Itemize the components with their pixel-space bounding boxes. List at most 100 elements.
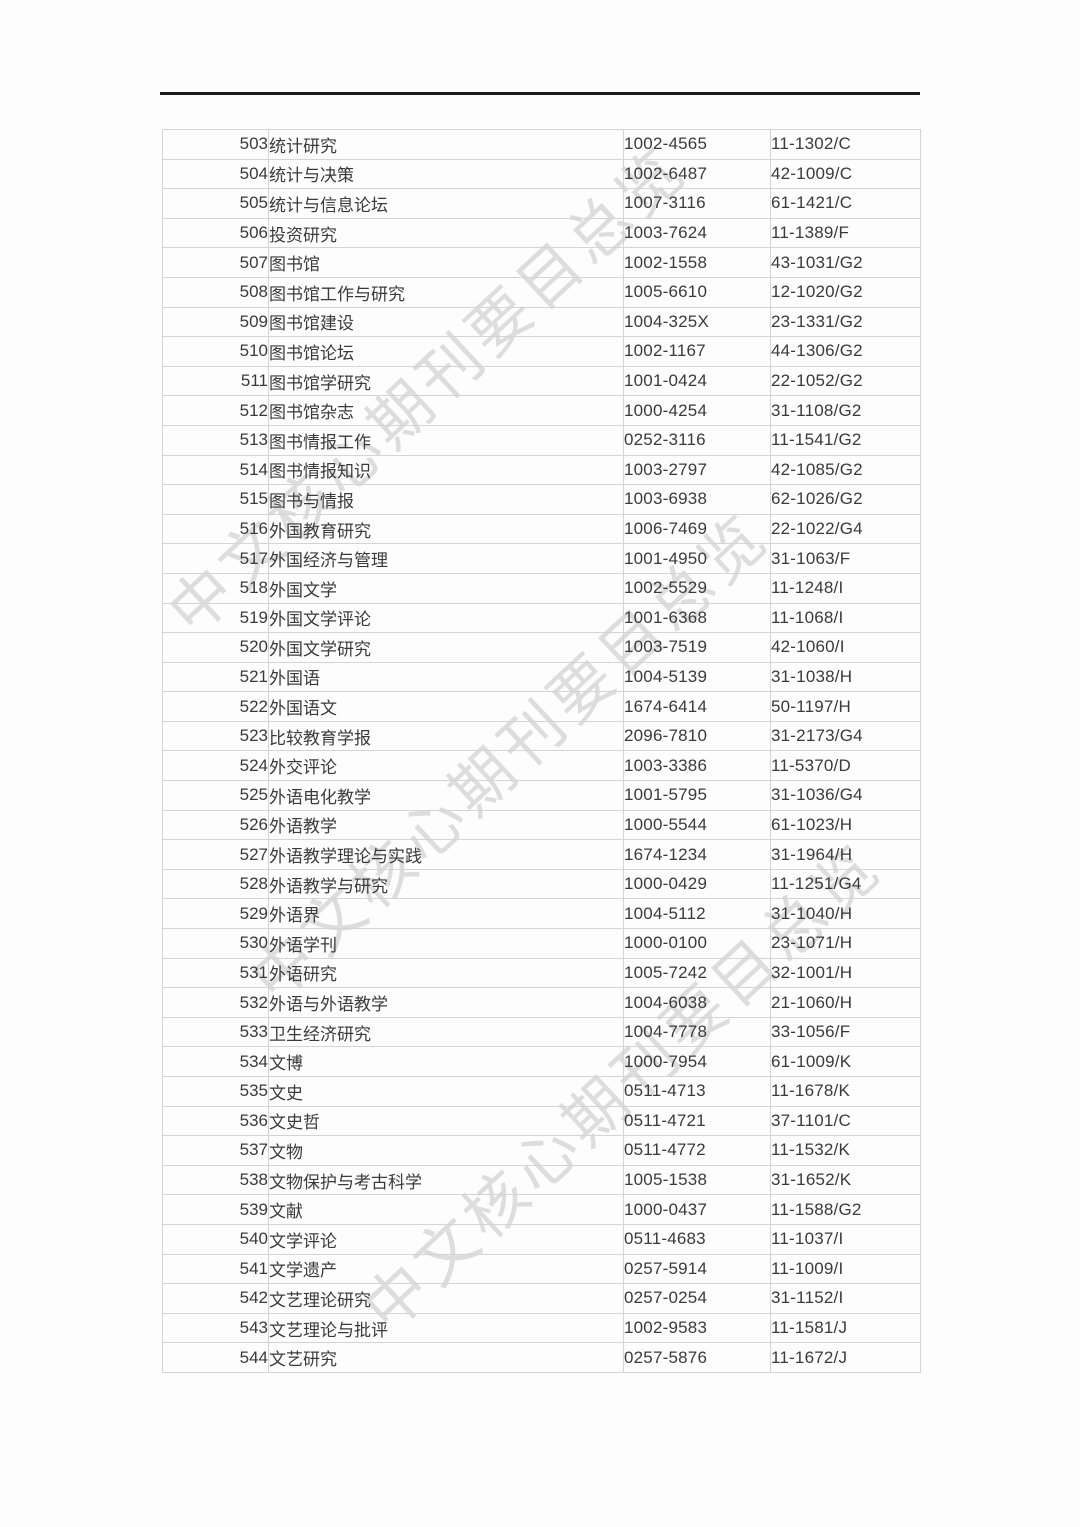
- journal-cn: 37-1101/C: [770, 1105, 921, 1137]
- journal-name: 外语学刊: [268, 928, 624, 959]
- journal-issn: 1001-5795: [623, 780, 771, 811]
- journal-index: 514: [162, 454, 269, 486]
- journal-cn: 31-1964/H: [770, 839, 921, 870]
- journal-index: 541: [162, 1253, 269, 1285]
- journal-cn: 31-1040/H: [770, 898, 921, 930]
- journal-issn: 2096-7810: [623, 720, 771, 752]
- journal-cn: 31-1152/I: [770, 1283, 921, 1314]
- journal-cn: 11-1251/G4: [770, 868, 921, 900]
- journal-issn: 1000-0429: [623, 868, 771, 900]
- journal-cn: 12-1020/G2: [770, 276, 921, 308]
- journal-index: 524: [162, 750, 269, 782]
- journal-index: 527: [162, 839, 269, 870]
- journal-name: 统计与信息论坛: [268, 188, 624, 219]
- journal-index: 538: [162, 1164, 269, 1196]
- journal-name: 文博: [268, 1046, 624, 1077]
- journal-issn: 1674-1234: [623, 839, 771, 870]
- journal-cn: 11-1009/I: [770, 1253, 921, 1285]
- journal-index: 507: [162, 247, 269, 278]
- journal-cn: 31-1038/H: [770, 661, 921, 693]
- journal-name: 外语电化教学: [268, 780, 624, 811]
- journal-issn: 0511-4713: [623, 1076, 771, 1107]
- table-row: 544 文艺研究 0257-5876 11-1672/J: [162, 1342, 921, 1373]
- journal-cn: 23-1331/G2: [770, 306, 921, 338]
- journal-issn: 1000-0100: [623, 928, 771, 959]
- table-row: 510 图书馆论坛 1002-1167 44-1306/G2: [162, 336, 921, 367]
- journal-index: 522: [162, 691, 269, 722]
- journal-index: 532: [162, 987, 269, 1018]
- table-row: 520 外国文学研究 1003-7519 42-1060/I: [162, 632, 921, 663]
- journal-name: 文物保护与考古科学: [268, 1164, 624, 1196]
- journal-cn: 42-1009/C: [770, 158, 921, 190]
- journal-index: 513: [162, 424, 269, 456]
- journal-index: 511: [162, 365, 269, 397]
- table-row: 532 外语与外语教学 1004-6038 21-1060/H: [162, 987, 921, 1018]
- table-row: 527 外语教学理论与实践 1674-1234 31-1964/H: [162, 839, 921, 870]
- journal-name: 外国语: [268, 661, 624, 693]
- journal-index: 535: [162, 1076, 269, 1107]
- journal-name: 图书馆杂志: [268, 395, 624, 426]
- journal-issn: 0511-4772: [623, 1135, 771, 1166]
- table-row: 513 图书情报工作 0252-3116 11-1541/G2: [162, 424, 921, 456]
- journal-name: 文学评论: [268, 1223, 624, 1255]
- journal-issn: 1002-1167: [623, 336, 771, 367]
- table-row: 534 文博 1000-7954 61-1009/K: [162, 1046, 921, 1077]
- journal-name: 外语教学理论与实践: [268, 839, 624, 870]
- journal-name: 文艺理论研究: [268, 1283, 624, 1314]
- journal-issn: 0252-3116: [623, 424, 771, 456]
- journal-name: 图书情报知识: [268, 454, 624, 486]
- journal-name: 文学遗产: [268, 1253, 624, 1285]
- table-row: 524 外交评论 1003-3386 11-5370/D: [162, 750, 921, 782]
- journal-name: 文史哲: [268, 1105, 624, 1137]
- table-row: 539 文献 1000-0437 11-1588/G2: [162, 1194, 921, 1225]
- table-row: 533 卫生经济研究 1004-7778 33-1056/F: [162, 1016, 921, 1048]
- journal-cn: 23-1071/H: [770, 928, 921, 959]
- table-row: 504 统计与决策 1002-6487 42-1009/C: [162, 158, 921, 190]
- journal-cn: 31-2173/G4: [770, 720, 921, 752]
- journal-cn: 31-1652/K: [770, 1164, 921, 1196]
- journal-name: 文史: [268, 1076, 624, 1107]
- journal-name: 统计与决策: [268, 158, 624, 190]
- journal-index: 520: [162, 632, 269, 663]
- journal-name: 卫生经济研究: [268, 1016, 624, 1048]
- journal-cn: 11-1672/J: [770, 1342, 921, 1373]
- journal-index: 506: [162, 217, 269, 249]
- table-row: 505 统计与信息论坛 1007-3116 61-1421/C: [162, 188, 921, 219]
- journal-index: 504: [162, 158, 269, 190]
- journal-cn: 21-1060/H: [770, 987, 921, 1018]
- table-row: 535 文史 0511-4713 11-1678/K: [162, 1076, 921, 1107]
- journal-issn: 1002-5529: [623, 572, 771, 604]
- journal-issn: 1003-7624: [623, 217, 771, 249]
- journal-cn: 31-1036/G4: [770, 780, 921, 811]
- journal-issn: 1004-6038: [623, 987, 771, 1018]
- journal-cn: 61-1421/C: [770, 188, 921, 219]
- journal-name: 文献: [268, 1194, 624, 1225]
- table-row: 514 图书情报知识 1003-2797 42-1085/G2: [162, 454, 921, 486]
- journal-issn: 1000-5544: [623, 809, 771, 841]
- journal-issn: 0511-4721: [623, 1105, 771, 1137]
- journal-cn: 43-1031/G2: [770, 247, 921, 278]
- journal-index: 518: [162, 572, 269, 604]
- journal-index: 505: [162, 188, 269, 219]
- journal-issn: 1002-9583: [623, 1312, 771, 1344]
- table-row: 528 外语教学与研究 1000-0429 11-1251/G4: [162, 868, 921, 900]
- journal-issn: 0511-4683: [623, 1223, 771, 1255]
- journal-issn: 1006-7469: [623, 513, 771, 545]
- journal-name: 外国教育研究: [268, 513, 624, 545]
- journal-index: 537: [162, 1135, 269, 1166]
- table-row: 536 文史哲 0511-4721 37-1101/C: [162, 1105, 921, 1137]
- journal-name: 文物: [268, 1135, 624, 1166]
- journal-issn: 1001-4950: [623, 543, 771, 574]
- journal-issn: 1001-6368: [623, 602, 771, 634]
- journal-issn: 1000-0437: [623, 1194, 771, 1225]
- journal-cn: 61-1009/K: [770, 1046, 921, 1077]
- journal-cn: 62-1026/G2: [770, 484, 921, 515]
- journal-issn: 1674-6414: [623, 691, 771, 722]
- journal-issn: 1005-1538: [623, 1164, 771, 1196]
- journal-index: 540: [162, 1223, 269, 1255]
- journal-issn: 1000-7954: [623, 1046, 771, 1077]
- journal-issn: 1003-6938: [623, 484, 771, 515]
- journal-cn: 11-1302/C: [770, 129, 921, 160]
- journal-name: 图书馆建设: [268, 306, 624, 338]
- journal-index: 523: [162, 720, 269, 752]
